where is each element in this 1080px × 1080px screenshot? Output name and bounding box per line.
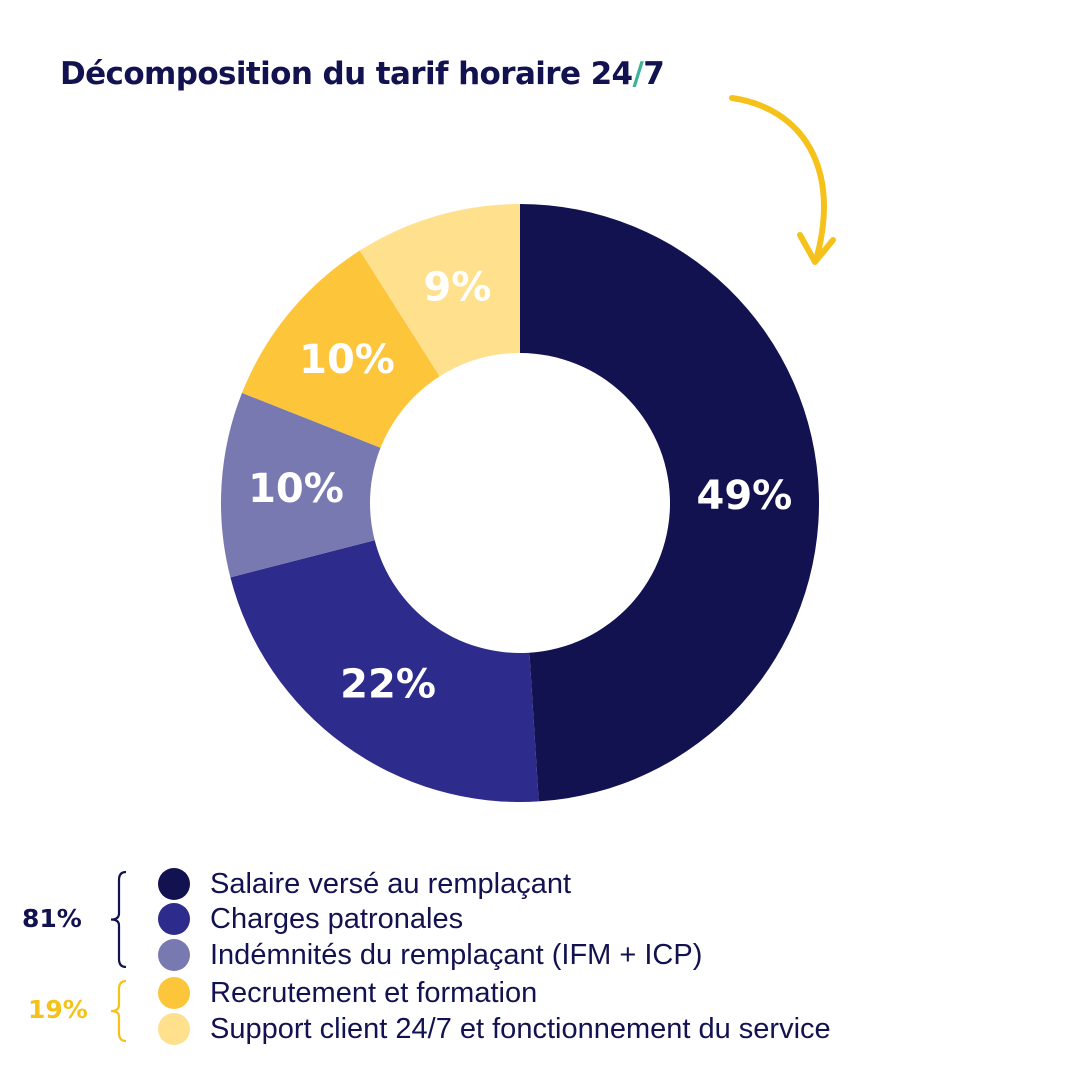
legend-label: Recrutement et formation [210,976,538,1009]
legend-item: Salaire versé au remplaçant [158,867,571,901]
legend-item: Recrutement et formation [158,976,537,1010]
slice-label-4: 9% [423,264,491,310]
chart-title-suffix: 7 [643,56,665,92]
curved-arrow-icon [729,95,836,265]
group-percentage-0: 81% [22,903,82,933]
group-percentage-1: 19% [28,995,88,1024]
legend-swatch [158,1013,190,1045]
donut-slice-2 [221,392,381,578]
donut-slice-1 [230,540,539,802]
group-brace-1 [110,980,127,1042]
chart-title-text: Décomposition du tarif horaire 24 [60,56,633,92]
legend-label: Support client 24/7 et fonctionnement du… [210,1012,831,1045]
group-brace-0 [110,871,127,968]
legend-swatch [158,977,190,1009]
legend-item: Support client 24/7 et fonctionnement du… [158,1012,831,1046]
legend-swatch [158,939,190,971]
legend-item: Indémnités du remplaçant (IFM + ICP) [158,938,702,972]
legend-label: Indémnités du remplaçant (IFM + ICP) [210,938,703,971]
slice-label-0: 49% [697,473,793,519]
legend-swatch [158,903,190,935]
slice-labels: 49% 22% 10% 10% 9% [248,264,792,707]
donut-chart: 49% 22% 10% 10% 9% [221,204,819,802]
donut-slice-3 [241,250,440,448]
slice-label-3: 10% [299,337,395,383]
slice-label-2: 10% [248,466,344,512]
donut-slice-0 [520,204,819,802]
legend-label: Charges patronales [210,902,464,935]
chart-title: Décomposition du tarif horaire 24/7 [60,56,665,92]
donut-slice-4 [359,204,520,377]
donut-slices [221,204,819,802]
legend-label: Salaire versé au remplaçant [210,867,572,900]
legend-item: Charges patronales [158,902,463,936]
legend-swatch [158,868,190,900]
slice-label-1: 22% [340,662,436,708]
chart-title-slash: / [632,56,644,92]
